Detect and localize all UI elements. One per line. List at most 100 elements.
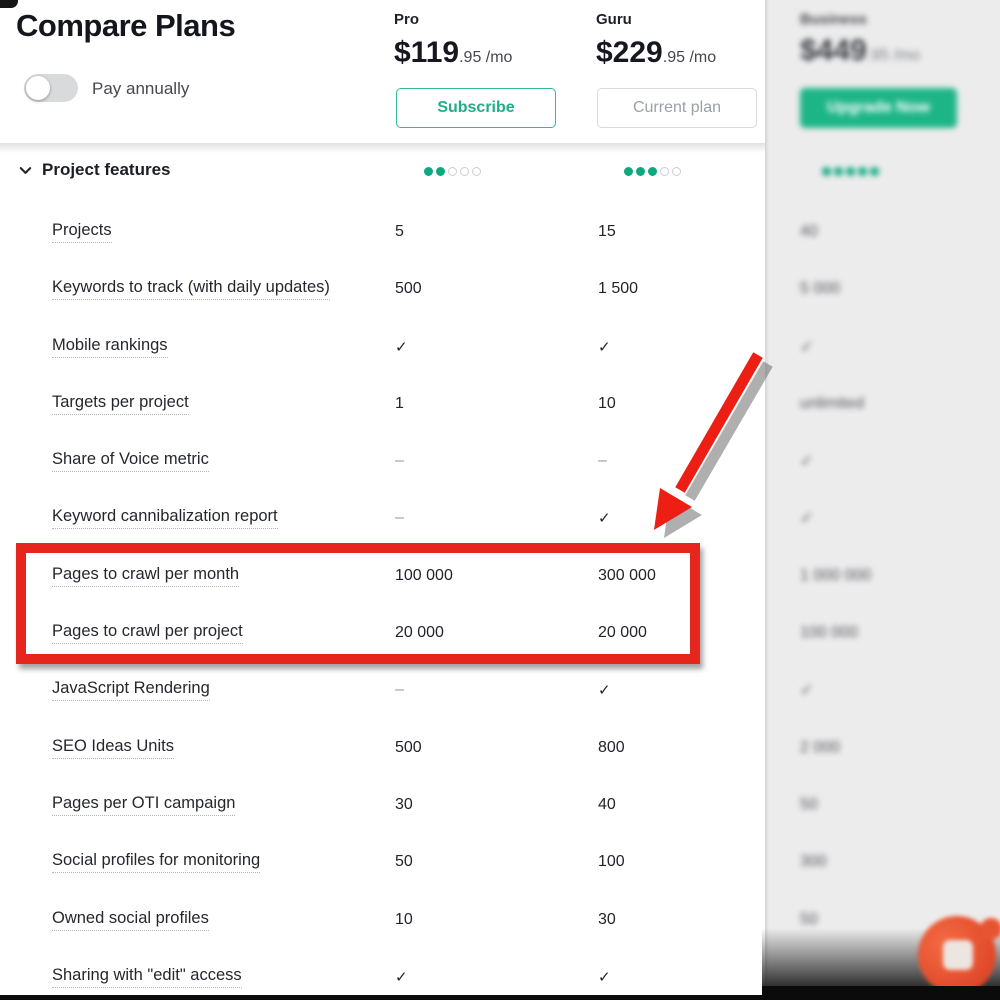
price-main-pro: $119 — [394, 36, 460, 69]
business-value: 1 000 000 — [800, 567, 872, 584]
guru-value: 100 — [598, 853, 625, 870]
table-row: Sharing with "edit" access ✓ ✓ — [0, 950, 765, 1000]
pro-value: ✓ — [395, 969, 408, 986]
guru-value: 800 — [598, 739, 625, 756]
feature-label[interactable]: Projects — [52, 221, 112, 243]
feature-label[interactable]: Pages to crawl per month — [52, 565, 240, 587]
video-bottom-bar — [0, 995, 1000, 1000]
plan-price-pro: $119.95 /mo — [394, 36, 512, 70]
feature-label[interactable]: Keywords to track (with daily updates) — [52, 278, 330, 300]
pro-value: 5 — [395, 223, 404, 240]
plan-price-guru: $229.95 /mo — [596, 36, 716, 70]
pro-value: – — [395, 509, 404, 526]
guru-value: ✓ — [598, 969, 611, 986]
feature-label[interactable]: SEO Ideas Units — [52, 737, 174, 759]
price-main-guru: $229 — [596, 36, 663, 69]
pro-value: 50 — [395, 853, 413, 870]
upgrade-now-button[interactable]: Upgrade Now — [800, 88, 957, 128]
plan-name-guru: Guru — [596, 11, 632, 28]
business-value: 300 — [800, 853, 827, 870]
rating-dots-guru — [624, 167, 681, 176]
toggle-knob — [26, 76, 50, 100]
pro-value: 20 000 — [395, 624, 444, 641]
guru-value: 10 — [598, 395, 616, 412]
business-value: 5 000 — [800, 280, 841, 297]
table-row: Targets per project 1 10 — [0, 377, 765, 431]
table-row: Pages per OTI campaign 30 40 — [0, 778, 765, 832]
section-title[interactable]: Project features — [42, 160, 171, 179]
video-frame-corner — [0, 0, 18, 8]
price-main-business: $449 — [800, 34, 867, 67]
business-value: ✓ — [800, 510, 814, 527]
price-frac-guru: .95 /mo — [662, 49, 717, 66]
logo-dot — [980, 918, 1000, 940]
table-row: Owned social profiles 10 30 — [0, 893, 765, 947]
price-frac-pro: .95 /mo — [459, 49, 513, 66]
plan-name-business: Business — [800, 11, 867, 28]
pay-annually-toggle[interactable] — [24, 74, 78, 102]
guru-value: ✓ — [598, 510, 611, 527]
business-value: ✓ — [800, 682, 814, 699]
business-column: Business $449.95 /mo Upgrade Now 40 5 00… — [765, 0, 1000, 1000]
pro-value: 100 000 — [395, 567, 453, 584]
guru-value: 15 — [598, 223, 616, 240]
pro-value: 1 — [395, 395, 404, 412]
feature-label[interactable]: JavaScript Rendering — [52, 679, 210, 701]
page-title: Compare Plans — [16, 8, 236, 43]
feature-label[interactable]: Mobile rankings — [52, 336, 168, 358]
table-row: Social profiles for monitoring 50 100 — [0, 835, 765, 889]
pro-value: 30 — [395, 796, 413, 813]
logo-hole — [943, 940, 973, 970]
feature-label[interactable]: Social profiles for monitoring — [52, 851, 261, 873]
business-value: 2 000 — [800, 739, 841, 756]
business-value: 40 — [800, 223, 818, 240]
table-row: Keywords to track (with daily updates) 5… — [0, 262, 765, 316]
feature-label[interactable]: Pages per OTI campaign — [52, 794, 236, 816]
table-row-highlighted: Pages to crawl per month 100 000 300 000 — [0, 549, 765, 603]
business-value: ✓ — [800, 453, 814, 470]
header-divider — [0, 143, 765, 144]
feature-label[interactable]: Owned social profiles — [52, 909, 209, 931]
chevron-down-icon[interactable] — [18, 163, 33, 178]
guru-value: 40 — [598, 796, 616, 813]
highlight-red-box — [16, 543, 700, 664]
feature-label[interactable]: Keyword cannibalization report — [52, 507, 278, 529]
table-row: Share of Voice metric – – — [0, 434, 765, 488]
table-row: Mobile rankings ✓ ✓ — [0, 320, 765, 374]
business-value: 50 — [800, 796, 818, 813]
pro-value: – — [395, 452, 404, 469]
plan-name-pro: Pro — [394, 11, 420, 28]
rating-dots-pro — [424, 167, 481, 176]
guru-value: ✓ — [598, 682, 611, 699]
business-value: ✓ — [800, 339, 814, 356]
table-row: SEO Ideas Units 500 800 — [0, 721, 765, 775]
business-value: 100 000 — [800, 624, 858, 641]
guru-value: 300 000 — [598, 567, 656, 584]
guru-value: 30 — [598, 911, 616, 928]
guru-value: 1 500 — [598, 280, 639, 297]
feature-label[interactable]: Share of Voice metric — [52, 450, 209, 472]
table-row: Keyword cannibalization report – ✓ — [0, 491, 765, 545]
table-row: JavaScript Rendering – ✓ — [0, 663, 765, 717]
header-shadow — [0, 144, 765, 153]
current-plan-button[interactable]: Current plan — [597, 88, 757, 128]
feature-label[interactable]: Targets per project — [52, 393, 189, 415]
guru-value: ✓ — [598, 339, 611, 356]
pro-value: – — [395, 681, 404, 698]
table-row-highlighted: Pages to crawl per project 20 000 20 000 — [0, 606, 765, 660]
column-edge-shadow — [765, 0, 769, 1000]
pay-annually-label: Pay annually — [92, 79, 190, 98]
guru-value: – — [598, 452, 607, 469]
business-value: unlimited — [800, 395, 865, 412]
subscribe-button[interactable]: Subscribe — [396, 88, 556, 128]
table-row: Projects 5 15 — [0, 205, 765, 259]
feature-label[interactable]: Sharing with "edit" access — [52, 966, 242, 988]
pro-value: 500 — [395, 280, 422, 297]
price-frac-business: .95 /mo — [866, 47, 921, 64]
plan-price-business: $449.95 /mo — [800, 34, 920, 68]
pro-value: 500 — [395, 739, 422, 756]
orange-record-logo — [918, 916, 1000, 998]
feature-label[interactable]: Pages to crawl per project — [52, 622, 243, 644]
pro-value: ✓ — [395, 339, 408, 356]
